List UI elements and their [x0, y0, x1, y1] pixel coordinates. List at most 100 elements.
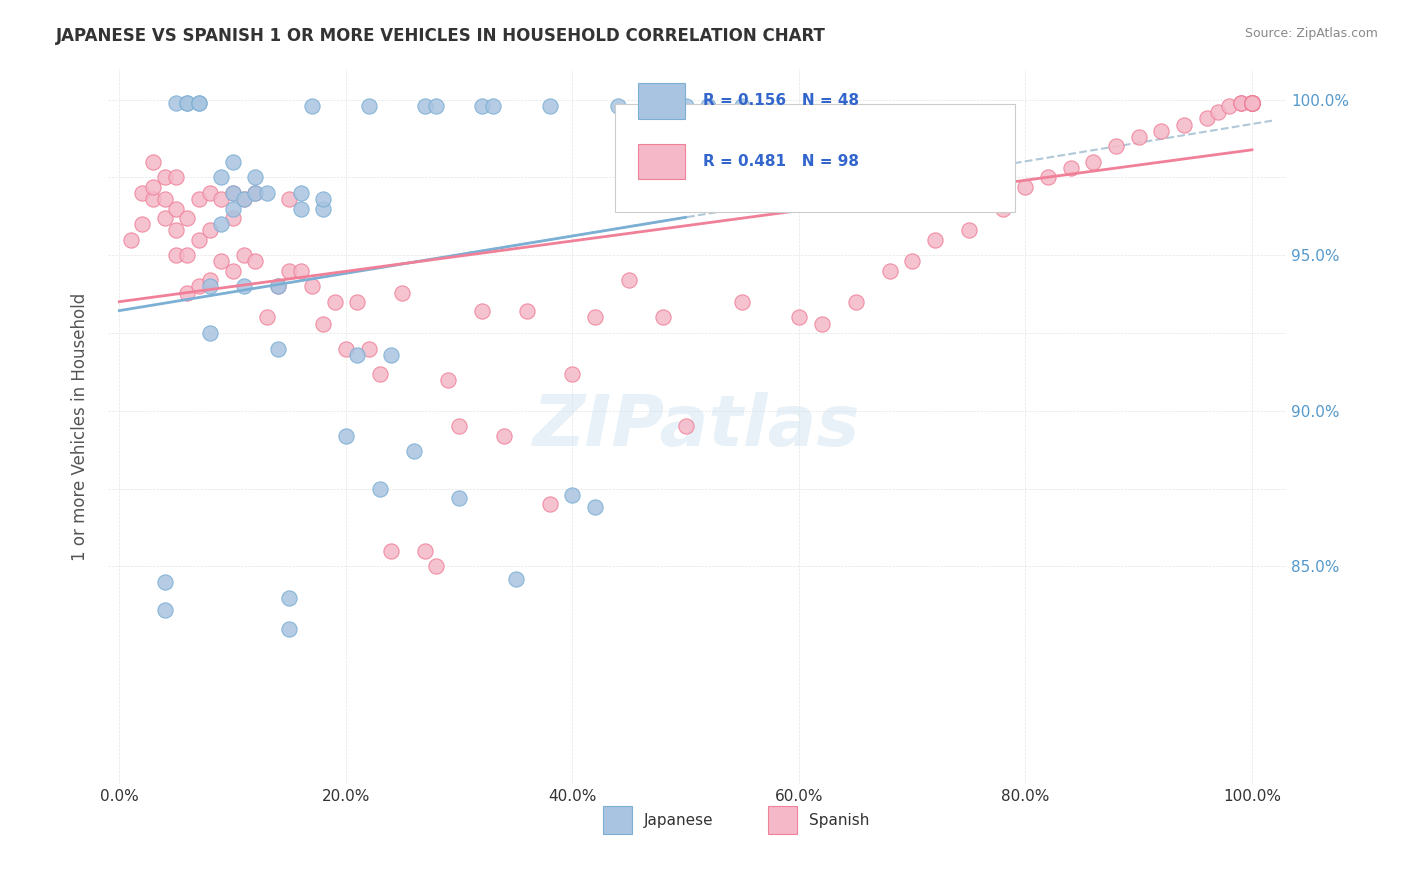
Point: [245, 186, 267, 200]
Point: [335, 429, 357, 443]
Point: [187, 279, 209, 293]
Point: [232, 279, 254, 293]
Point: [675, 99, 697, 113]
Text: ZIPatlas: ZIPatlas: [533, 392, 860, 461]
Point: [957, 223, 980, 237]
Point: [991, 202, 1014, 216]
Point: [1240, 95, 1263, 110]
Point: [209, 170, 232, 185]
Point: [187, 192, 209, 206]
Bar: [768, 805, 797, 834]
Point: [425, 99, 447, 113]
Point: [471, 304, 494, 318]
Text: Source: ZipAtlas.com: Source: ZipAtlas.com: [1244, 27, 1378, 40]
Point: [810, 317, 832, 331]
Point: [153, 192, 176, 206]
Point: [312, 192, 335, 206]
Point: [425, 559, 447, 574]
Point: [1240, 95, 1263, 110]
Point: [176, 211, 198, 225]
Point: [312, 317, 335, 331]
Y-axis label: 1 or more Vehicles in Household: 1 or more Vehicles in Household: [72, 293, 89, 560]
Point: [198, 273, 221, 287]
Point: [176, 95, 198, 110]
Point: [209, 217, 232, 231]
Point: [187, 95, 209, 110]
Point: [198, 186, 221, 200]
Point: [131, 793, 153, 807]
Text: R = 0.156   N = 48: R = 0.156 N = 48: [703, 94, 859, 108]
Point: [1240, 95, 1263, 110]
Point: [1218, 99, 1240, 113]
Point: [482, 99, 505, 113]
Point: [357, 342, 380, 356]
Point: [1229, 95, 1251, 110]
Point: [1128, 130, 1150, 145]
Point: [380, 348, 402, 362]
Point: [245, 170, 267, 185]
Point: [209, 254, 232, 268]
Point: [290, 202, 312, 216]
Point: [221, 202, 243, 216]
Point: [256, 310, 278, 325]
Point: [278, 192, 301, 206]
Point: [245, 254, 267, 268]
Point: [165, 223, 187, 237]
Point: [1173, 118, 1195, 132]
Point: [301, 99, 323, 113]
Point: [187, 95, 209, 110]
Point: [787, 310, 810, 325]
Point: [1229, 95, 1251, 110]
Point: [449, 419, 471, 434]
Point: [142, 192, 165, 206]
Point: [1240, 95, 1263, 110]
Point: [221, 186, 243, 200]
Point: [153, 603, 176, 617]
Point: [267, 279, 290, 293]
FancyBboxPatch shape: [614, 104, 1015, 211]
Point: [131, 217, 153, 231]
Point: [232, 192, 254, 206]
Point: [494, 429, 516, 443]
Bar: [638, 144, 685, 179]
Point: [187, 233, 209, 247]
Text: Spanish: Spanish: [808, 813, 869, 828]
Point: [165, 248, 187, 262]
Point: [153, 170, 176, 185]
Point: [1195, 112, 1218, 126]
Point: [1240, 95, 1263, 110]
Point: [142, 154, 165, 169]
Point: [165, 202, 187, 216]
Point: [278, 622, 301, 636]
Point: [323, 294, 346, 309]
Point: [198, 279, 221, 293]
Point: [1240, 95, 1263, 110]
Point: [198, 326, 221, 340]
Point: [232, 192, 254, 206]
Point: [312, 202, 335, 216]
Point: [402, 444, 425, 458]
Point: [290, 264, 312, 278]
Text: R = 0.481   N = 98: R = 0.481 N = 98: [703, 154, 859, 169]
Point: [256, 186, 278, 200]
Point: [221, 186, 243, 200]
Point: [1240, 95, 1263, 110]
Point: [765, 170, 787, 185]
Point: [652, 310, 675, 325]
Point: [675, 419, 697, 434]
Point: [1240, 95, 1263, 110]
Point: [606, 99, 628, 113]
Point: [1083, 154, 1105, 169]
Point: [1240, 95, 1263, 110]
Text: Japanese: Japanese: [644, 813, 714, 828]
Point: [232, 248, 254, 262]
Point: [1240, 95, 1263, 110]
Point: [538, 99, 561, 113]
Point: [176, 248, 198, 262]
Point: [1240, 95, 1263, 110]
Point: [278, 264, 301, 278]
Point: [1036, 170, 1059, 185]
Point: [357, 99, 380, 113]
Point: [731, 99, 754, 113]
Point: [131, 186, 153, 200]
